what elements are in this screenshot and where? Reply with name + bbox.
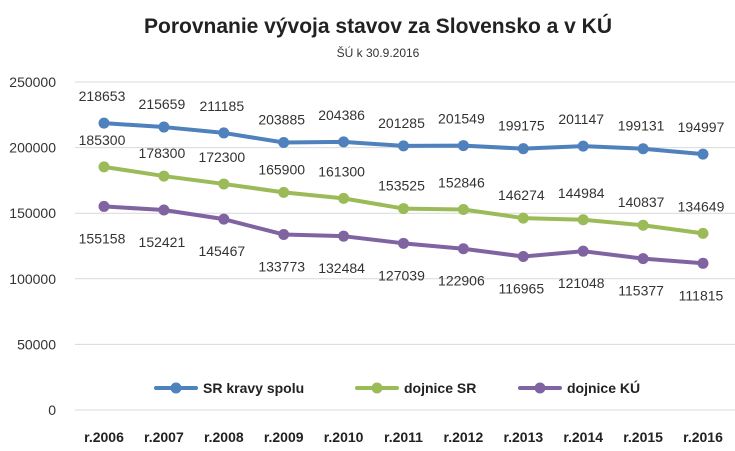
data-point bbox=[98, 161, 110, 173]
data-label: 204386 bbox=[318, 107, 365, 123]
data-point bbox=[338, 192, 350, 204]
y-axis-ticks: 0 50000 100000 150000 200000 250000 bbox=[9, 74, 56, 418]
data-point bbox=[398, 203, 409, 215]
data-label: 215659 bbox=[139, 96, 186, 112]
data-label: 172300 bbox=[198, 149, 245, 165]
data-label: 201549 bbox=[438, 111, 485, 127]
data-point bbox=[398, 140, 409, 152]
data-point bbox=[218, 178, 230, 190]
y-tick-label: 50000 bbox=[17, 336, 56, 352]
x-tick-label: r.2016 bbox=[683, 429, 723, 445]
data-label: 201285 bbox=[378, 115, 425, 131]
data-label: 145467 bbox=[198, 243, 245, 259]
data-label: 152421 bbox=[139, 234, 186, 250]
data-label: 153525 bbox=[378, 178, 425, 194]
data-label: 122906 bbox=[438, 273, 485, 289]
series-lines bbox=[98, 117, 709, 269]
data-label: 218653 bbox=[79, 88, 126, 104]
data-point bbox=[517, 251, 529, 263]
data-point bbox=[338, 230, 350, 242]
data-label: 199131 bbox=[618, 118, 665, 134]
data-point bbox=[457, 203, 469, 215]
data-point bbox=[517, 212, 529, 224]
legend-swatch-marker bbox=[371, 382, 383, 394]
data-point bbox=[98, 117, 110, 129]
x-tick-label: r.2008 bbox=[204, 429, 244, 445]
y-tick-label: 250000 bbox=[9, 74, 56, 90]
data-label: 152846 bbox=[438, 174, 485, 190]
legend-label: SR kravy spolu bbox=[203, 380, 304, 396]
data-label: 121048 bbox=[558, 275, 605, 291]
data-label: 185300 bbox=[79, 132, 126, 148]
data-point bbox=[158, 170, 170, 182]
x-tick-label: r.2011 bbox=[384, 429, 423, 445]
data-point bbox=[697, 148, 709, 160]
data-label: 111815 bbox=[679, 287, 724, 303]
data-point bbox=[457, 243, 469, 255]
legend-swatch-marker bbox=[170, 382, 182, 394]
x-tick-label: r.2006 bbox=[84, 429, 124, 445]
data-point bbox=[278, 228, 290, 240]
data-label: 201147 bbox=[558, 111, 604, 127]
data-point bbox=[158, 204, 170, 216]
x-axis-ticks: r.2006 r.2007 r.2008 r.2009 r.2010 r.2011 r.20… bbox=[84, 429, 723, 445]
data-label: 203885 bbox=[258, 112, 305, 128]
data-label: 134649 bbox=[678, 198, 725, 214]
legend-label: dojnice KÚ bbox=[567, 379, 640, 396]
data-label: 115377 bbox=[618, 283, 664, 299]
legend-label: dojnice SR bbox=[404, 380, 476, 396]
chart-title: Porovnanie vývoja stavov za Slovensko a … bbox=[144, 14, 612, 38]
data-point bbox=[577, 140, 589, 152]
chart-subtitle: ŠÚ k 30.9.2016 bbox=[337, 45, 420, 60]
legend: SR kravy spolu dojnice SR dojnice KÚ bbox=[154, 379, 640, 396]
data-point bbox=[278, 186, 290, 198]
data-label: 194997 bbox=[678, 119, 725, 135]
data-label: 116965 bbox=[498, 281, 544, 297]
data-point bbox=[697, 227, 709, 239]
data-point bbox=[218, 213, 230, 225]
data-label: 133773 bbox=[258, 258, 305, 274]
data-label: 144984 bbox=[558, 185, 605, 201]
data-label: 211185 bbox=[199, 98, 244, 114]
data-point bbox=[98, 200, 110, 212]
data-point bbox=[338, 136, 350, 148]
x-tick-label: r.2007 bbox=[144, 429, 184, 445]
x-tick-label: r.2013 bbox=[503, 429, 543, 445]
data-label: 140837 bbox=[618, 194, 665, 210]
data-label: 127039 bbox=[378, 267, 425, 283]
data-point bbox=[637, 219, 649, 231]
data-point bbox=[637, 253, 649, 265]
data-labels: 218653 215659 211185 203885 204386 201285 2015… bbox=[79, 88, 725, 303]
y-tick-label: 150000 bbox=[9, 205, 56, 221]
y-tick-label: 0 bbox=[48, 402, 56, 418]
data-point bbox=[218, 127, 230, 139]
data-label: 178300 bbox=[139, 145, 186, 161]
x-tick-label: r.2009 bbox=[264, 429, 304, 445]
x-tick-label: r.2010 bbox=[324, 429, 364, 445]
data-point bbox=[398, 237, 409, 249]
data-point bbox=[457, 140, 469, 152]
x-tick-label: r.2012 bbox=[444, 429, 484, 445]
data-point bbox=[158, 121, 170, 133]
data-label: 132484 bbox=[318, 260, 365, 276]
data-point bbox=[278, 137, 290, 149]
data-label: 155158 bbox=[79, 230, 126, 246]
legend-swatch-marker bbox=[534, 382, 546, 394]
data-label: 146274 bbox=[498, 187, 545, 203]
data-point bbox=[517, 143, 529, 155]
series-line bbox=[102, 204, 705, 266]
data-point bbox=[577, 214, 589, 226]
y-tick-label: 200000 bbox=[9, 140, 56, 156]
data-label: 165900 bbox=[258, 161, 305, 177]
x-tick-label: r.2014 bbox=[563, 429, 603, 445]
data-point bbox=[577, 245, 589, 257]
x-tick-label: r.2015 bbox=[623, 429, 663, 445]
data-point bbox=[637, 143, 649, 155]
data-point bbox=[697, 257, 709, 269]
y-tick-label: 100000 bbox=[9, 271, 56, 287]
data-label: 199175 bbox=[498, 118, 545, 134]
data-label: 161300 bbox=[318, 163, 365, 179]
